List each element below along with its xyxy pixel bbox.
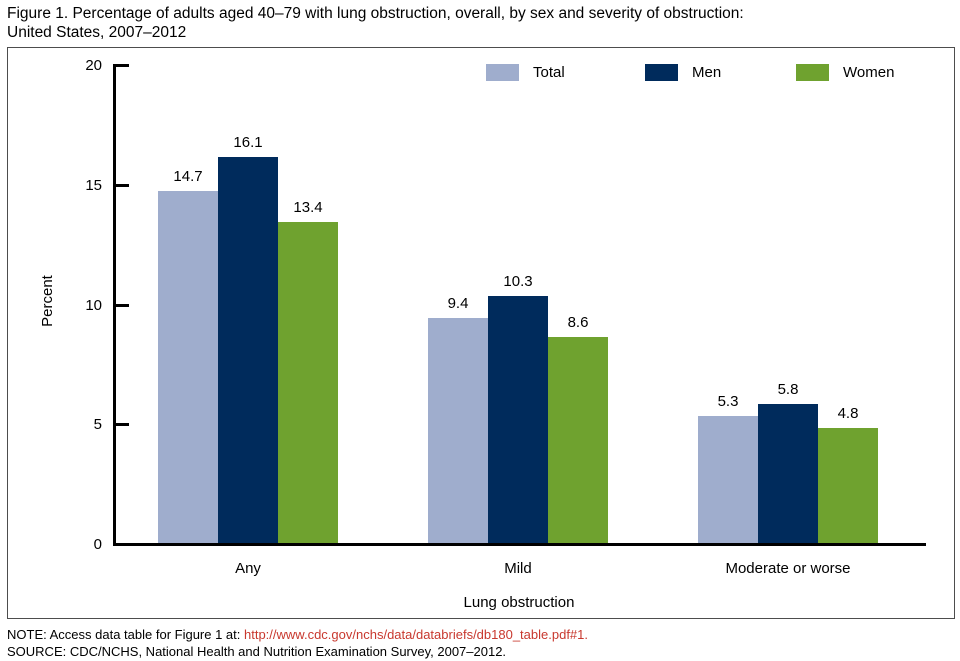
bar-total-mild	[428, 318, 488, 543]
bar-value-men-any: 16.1	[233, 134, 263, 151]
bar-value-women-any: 13.4	[293, 199, 323, 216]
y-axis-line	[113, 64, 116, 546]
bar-value-total-moderate-or-worse: 5.3	[717, 393, 739, 410]
y-tick-15	[116, 183, 129, 187]
note-text: NOTE: Access data table for Figure 1 at:…	[7, 626, 588, 643]
y-tick-5	[116, 423, 129, 427]
figure-title-line1: Figure 1. Percentage of adults aged 40–7…	[7, 5, 744, 22]
legend-item-men: Men	[645, 64, 721, 81]
bar-value-men-moderate-or-worse: 5.8	[777, 381, 799, 398]
legend-item-total: Total	[486, 64, 565, 81]
y-axis-title: Percent	[39, 275, 56, 327]
y-tick-label-10: 10	[85, 296, 102, 314]
x-axis-title: Lung obstruction	[463, 594, 575, 611]
legend-swatch-men	[645, 64, 678, 81]
y-tick-label-5: 5	[93, 416, 102, 434]
legend-swatch-total	[486, 64, 519, 81]
legend-label-women: Women	[843, 64, 895, 81]
figure-title: Figure 1. Percentage of adults aged 40–7…	[7, 4, 953, 42]
bar-men-moderate-or-worse	[758, 404, 818, 543]
bar-value-total-any: 14.7	[173, 168, 203, 185]
note-prefix: NOTE: Access data table for Figure 1 at:	[7, 627, 244, 642]
x-axis-line	[113, 543, 926, 546]
legend-swatch-women	[796, 64, 829, 81]
bar-total-any	[158, 191, 218, 543]
bar-women-mild	[548, 337, 608, 543]
bar-women-moderate-or-worse	[818, 428, 878, 543]
bar-total-moderate-or-worse	[698, 416, 758, 543]
figure-title-line2: United States, 2007–2012	[7, 24, 187, 41]
legend-item-women: Women	[796, 64, 894, 81]
y-tick-10	[116, 303, 129, 307]
bar-value-women-moderate-or-worse: 4.8	[837, 405, 859, 422]
y-tick-label-15: 15	[85, 176, 102, 194]
legend-label-total: Total	[533, 64, 565, 81]
chart-frame: Percent 14.7 16.1 13.4 9.4 10.3 8.6 5.3 5.8 4.8 …	[7, 47, 955, 619]
bar-women-any	[278, 222, 338, 543]
x-category-label-any: Any	[235, 560, 261, 577]
y-tick-label-0: 0	[93, 536, 102, 553]
data-table-link[interactable]: http://www.cdc.gov/nchs/data/databriefs/…	[244, 627, 589, 642]
bar-men-mild	[488, 296, 548, 543]
bar-value-men-mild: 10.3	[503, 273, 533, 290]
bar-men-any	[218, 157, 278, 543]
x-category-label-mild: Mild	[504, 560, 532, 577]
bar-value-total-mild: 9.4	[447, 295, 469, 312]
y-tick-label-20: 20	[85, 57, 102, 74]
bar-value-women-mild: 8.6	[567, 314, 589, 331]
y-tick-20	[116, 64, 129, 67]
source-text: SOURCE: CDC/NCHS, National Health and Nu…	[7, 644, 507, 659]
x-category-label-moderate-or-worse: Moderate or worse	[725, 560, 851, 577]
legend-label-men: Men	[692, 64, 722, 81]
